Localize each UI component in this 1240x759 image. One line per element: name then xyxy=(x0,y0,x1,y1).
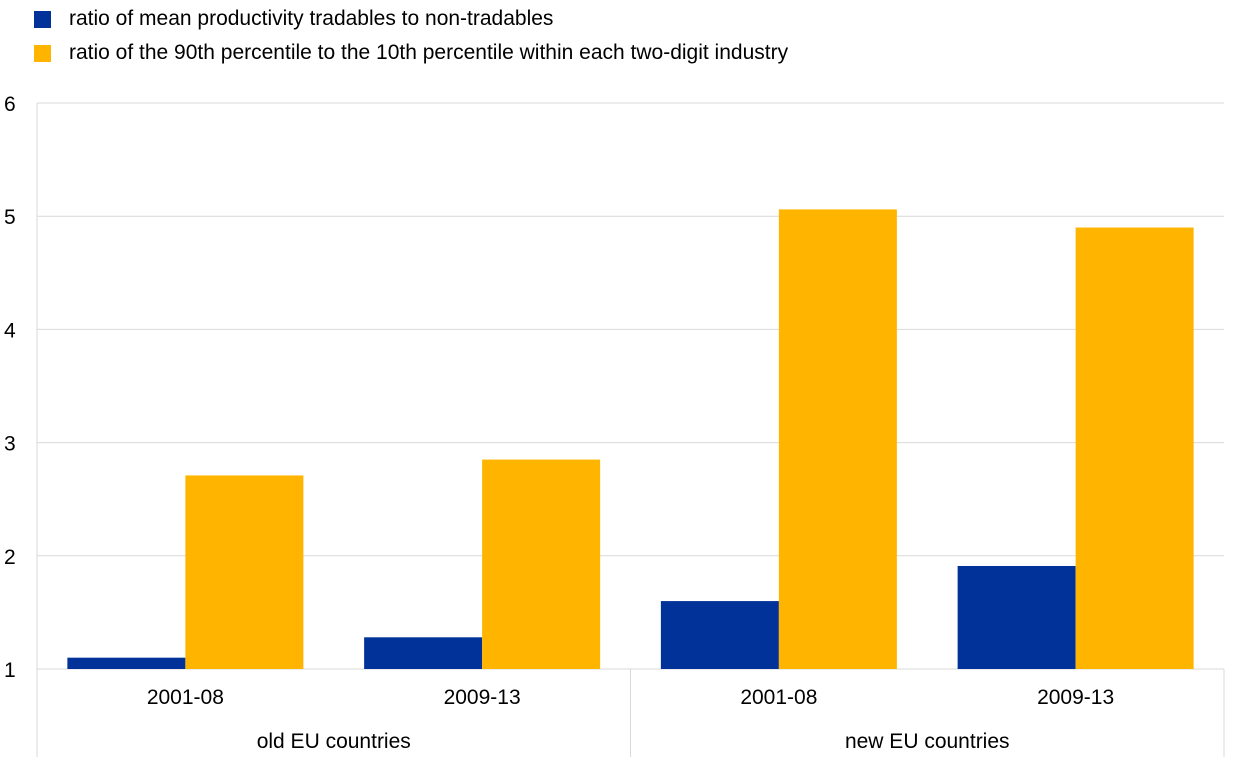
bar-series1-cat2 xyxy=(364,637,483,669)
y-tick-label: 1 xyxy=(4,659,16,682)
legend-label-percentile-ratio: ratio of the 90th percentile to the 10th… xyxy=(69,41,789,64)
bar-series2-cat3 xyxy=(778,209,897,669)
bar-series2-cat4 xyxy=(1075,227,1194,669)
x-tick-label: 2001-08 xyxy=(740,686,817,709)
chart-legend: ratio of mean productivity tradables to … xyxy=(34,2,788,70)
y-tick-label: 2 xyxy=(4,546,16,569)
bar-series1-cat4 xyxy=(957,565,1076,669)
bar-series2-cat1 xyxy=(185,475,304,669)
x-tick-label: 2009-13 xyxy=(444,686,521,709)
x-tick-label: 2009-13 xyxy=(1037,686,1114,709)
y-tick-label: 6 xyxy=(4,93,16,116)
legend-swatch-percentile-ratio xyxy=(34,44,51,62)
bar-series1-cat1 xyxy=(67,657,186,669)
bar-series2-cat2 xyxy=(482,459,601,669)
x-tick-label: 2001-08 xyxy=(147,686,224,709)
legend-label-mean-ratio: ratio of mean productivity tradables to … xyxy=(69,7,554,30)
y-tick-label: 3 xyxy=(4,433,16,456)
legend-swatch-mean-ratio xyxy=(34,10,51,28)
bar-series1-cat3 xyxy=(660,601,779,669)
y-tick-label: 5 xyxy=(4,206,16,229)
legend-item-mean-ratio: ratio of mean productivity tradables to … xyxy=(34,2,788,36)
y-tick-label: 4 xyxy=(4,319,16,342)
x-group-label: old EU countries xyxy=(257,730,411,753)
x-group-label: new EU countries xyxy=(845,730,1010,753)
legend-item-percentile-ratio: ratio of the 90th percentile to the 10th… xyxy=(34,36,788,70)
